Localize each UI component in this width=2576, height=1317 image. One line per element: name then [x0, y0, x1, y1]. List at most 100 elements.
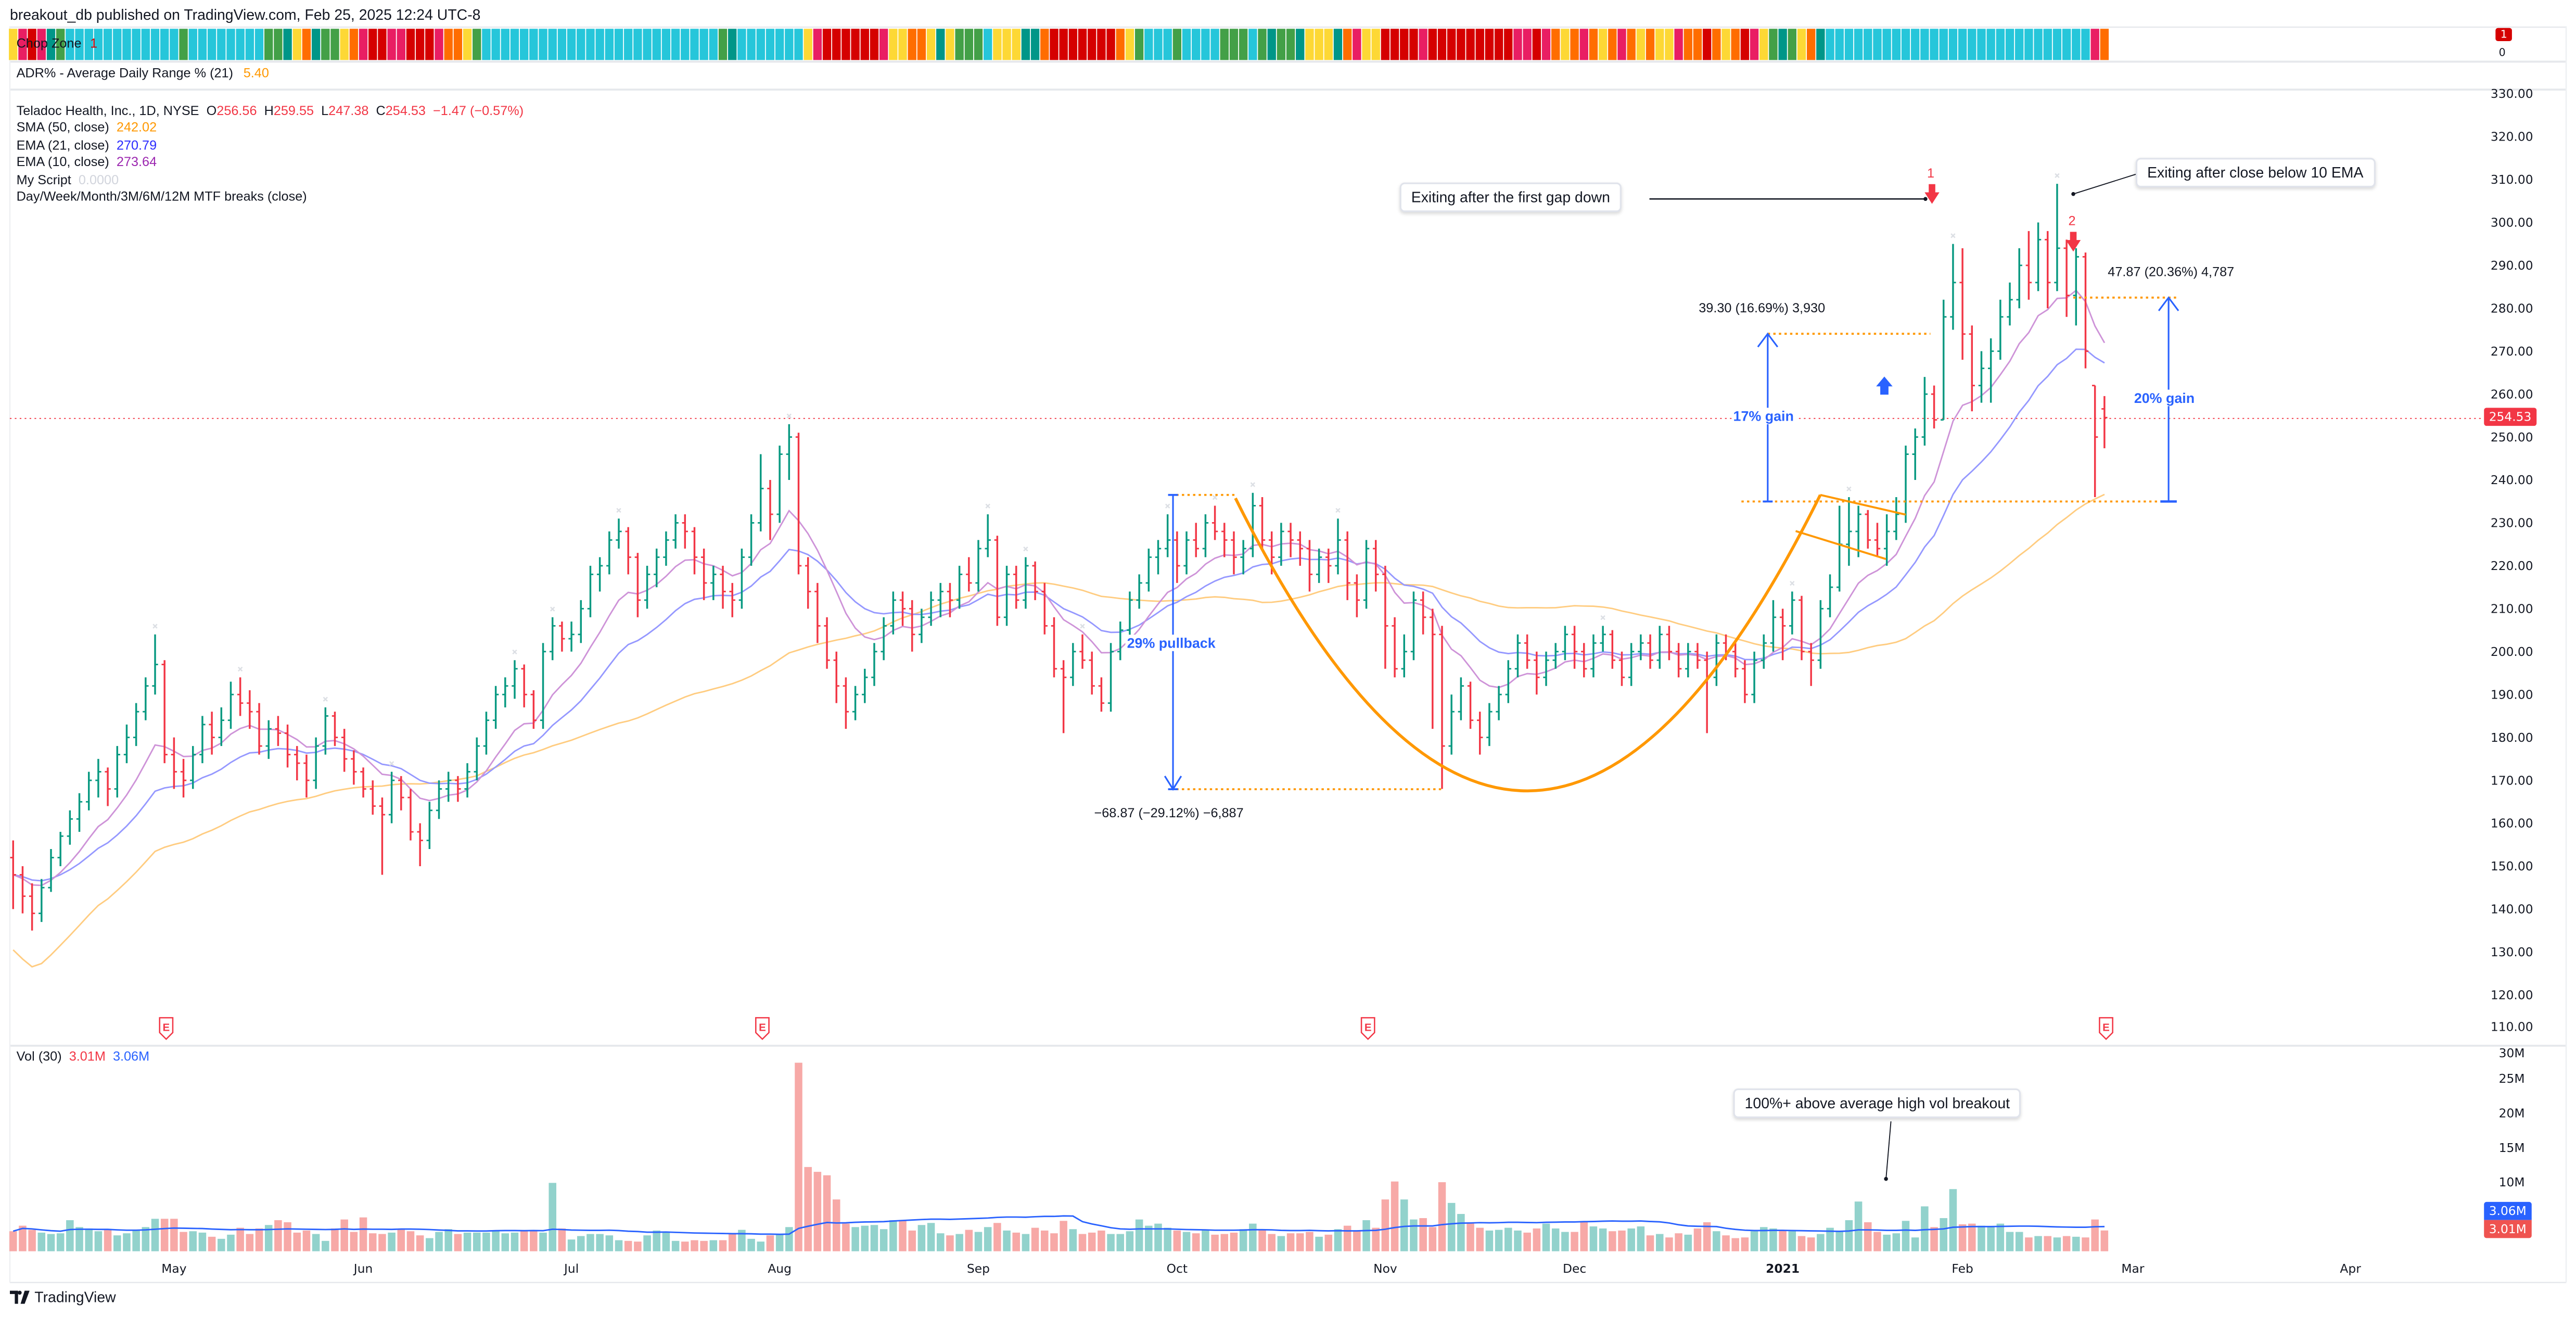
volume-bar[interactable] — [1589, 1226, 1598, 1251]
price-bar[interactable] — [76, 793, 83, 832]
exit2-callout[interactable]: Exiting after close below 10 EMA — [2135, 158, 2375, 188]
volume-bar[interactable] — [1022, 1234, 1030, 1251]
price-bar[interactable] — [767, 479, 773, 540]
price-bar[interactable] — [1846, 497, 1852, 566]
price-bar[interactable] — [1618, 651, 1625, 686]
price-bar[interactable] — [1363, 540, 1370, 609]
volume-bar[interactable] — [1438, 1182, 1446, 1251]
price-bar[interactable] — [1486, 703, 1493, 746]
flag-lower-line[interactable] — [1795, 530, 1886, 560]
price-bar[interactable] — [1041, 582, 1048, 635]
volume-bar[interactable] — [1202, 1230, 1209, 1251]
volume-bar[interactable] — [1220, 1234, 1229, 1251]
volume-bar[interactable] — [113, 1235, 121, 1251]
price-bar[interactable] — [341, 729, 348, 772]
price-bar[interactable] — [1779, 609, 1786, 661]
volume-bar[interactable] — [1362, 1220, 1370, 1251]
volume-bar[interactable] — [1466, 1222, 1474, 1251]
price-bar[interactable] — [606, 531, 613, 575]
volume-bar[interactable] — [795, 1062, 802, 1251]
price-bar[interactable] — [227, 681, 234, 729]
price-bar[interactable] — [1127, 591, 1133, 639]
price-bar[interactable] — [1392, 617, 1398, 678]
volume-bar[interactable] — [889, 1220, 897, 1251]
price-bar[interactable] — [1581, 643, 1587, 678]
volume-bar[interactable] — [2062, 1236, 2071, 1251]
price-bar[interactable] — [710, 565, 717, 600]
volume-bar[interactable] — [1145, 1225, 1153, 1251]
volume-bar[interactable] — [2006, 1232, 2014, 1251]
volume-bar[interactable] — [1400, 1199, 1408, 1251]
volume-bar[interactable] — [1788, 1231, 1796, 1251]
price-bar[interactable] — [237, 677, 244, 716]
volume-bar[interactable] — [1637, 1226, 1645, 1251]
price-bar[interactable] — [1950, 244, 1956, 330]
volume-bar[interactable] — [1041, 1230, 1049, 1251]
volume-bar[interactable] — [691, 1240, 698, 1251]
volume-bar[interactable] — [1693, 1228, 1702, 1251]
volume-bar[interactable] — [151, 1219, 159, 1251]
volume-bar[interactable] — [832, 1199, 840, 1251]
price-bar[interactable] — [322, 707, 329, 755]
volume-bar[interactable] — [766, 1235, 774, 1251]
price-bar[interactable] — [199, 716, 206, 764]
volume-bar[interactable] — [511, 1232, 519, 1251]
price-bar[interactable] — [738, 548, 745, 609]
volume-bar[interactable] — [1930, 1227, 1938, 1251]
price-bar[interactable] — [1638, 634, 1644, 661]
price-bar[interactable] — [1174, 531, 1180, 583]
price-bar[interactable] — [776, 446, 783, 523]
volume-bar[interactable] — [681, 1242, 689, 1251]
price-bar[interactable] — [247, 690, 253, 729]
price-bar[interactable] — [966, 557, 972, 592]
volume-legend[interactable]: Vol (30) 3.01M 3.06M — [17, 1049, 150, 1066]
volume-bar[interactable] — [1892, 1233, 1901, 1251]
gain20-label[interactable]: 20% gain — [2132, 389, 2197, 407]
volume-bar[interactable] — [350, 1232, 358, 1251]
volume-bar[interactable] — [28, 1230, 36, 1251]
volume-bar[interactable] — [94, 1231, 103, 1251]
volume-bar[interactable] — [331, 1228, 339, 1251]
volume-bar[interactable] — [728, 1234, 736, 1251]
volume-bar[interactable] — [605, 1235, 614, 1251]
volume-bar[interactable] — [2072, 1236, 2080, 1251]
volume-bar[interactable] — [246, 1234, 254, 1251]
volume-bar[interactable] — [879, 1229, 888, 1251]
gain17-label[interactable]: 17% gain — [1731, 408, 1796, 424]
price-bar[interactable] — [1552, 643, 1559, 669]
volume-bar[interactable] — [1609, 1231, 1616, 1251]
volume-bar[interactable] — [1419, 1218, 1427, 1251]
price-bar[interactable] — [1751, 651, 1757, 703]
price-bar[interactable] — [1164, 514, 1171, 558]
volume-bar[interactable] — [643, 1235, 651, 1251]
price-bar[interactable] — [814, 582, 821, 643]
price-bar[interactable] — [1467, 681, 1474, 729]
price-bar[interactable] — [1941, 299, 1947, 421]
price-bar[interactable] — [559, 622, 565, 652]
price-bar[interactable] — [1221, 523, 1228, 558]
volume-bar[interactable] — [1533, 1228, 1541, 1251]
ema10-legend[interactable]: EMA (10, close) 273.64 — [17, 155, 524, 172]
volume-bar[interactable] — [861, 1225, 869, 1251]
price-bar[interactable] — [1420, 591, 1426, 635]
volume-bar[interactable] — [1164, 1227, 1171, 1251]
earnings-marker[interactable]: E — [2099, 1017, 2113, 1041]
volume-bar[interactable] — [1173, 1230, 1181, 1251]
price-bar[interactable] — [700, 548, 707, 600]
volume-bar[interactable] — [1343, 1225, 1351, 1251]
volume-bar[interactable] — [1060, 1221, 1067, 1251]
price-bar[interactable] — [1240, 540, 1246, 575]
price-bar[interactable] — [2082, 252, 2089, 369]
volume-bar[interactable] — [1684, 1234, 1692, 1251]
price-bar[interactable] — [1628, 643, 1635, 686]
price-bar[interactable] — [1439, 626, 1445, 789]
price-bar[interactable] — [1524, 634, 1531, 669]
price-bar[interactable] — [1827, 574, 1833, 617]
price-bar[interactable] — [1373, 540, 1379, 592]
volume-bar[interactable] — [1618, 1230, 1626, 1251]
price-bar[interactable] — [1023, 557, 1029, 609]
volume-bar[interactable] — [1012, 1232, 1020, 1251]
price-bar[interactable] — [1202, 514, 1209, 558]
volume-bar[interactable] — [1088, 1232, 1096, 1251]
volume-bar[interactable] — [2100, 1230, 2109, 1251]
